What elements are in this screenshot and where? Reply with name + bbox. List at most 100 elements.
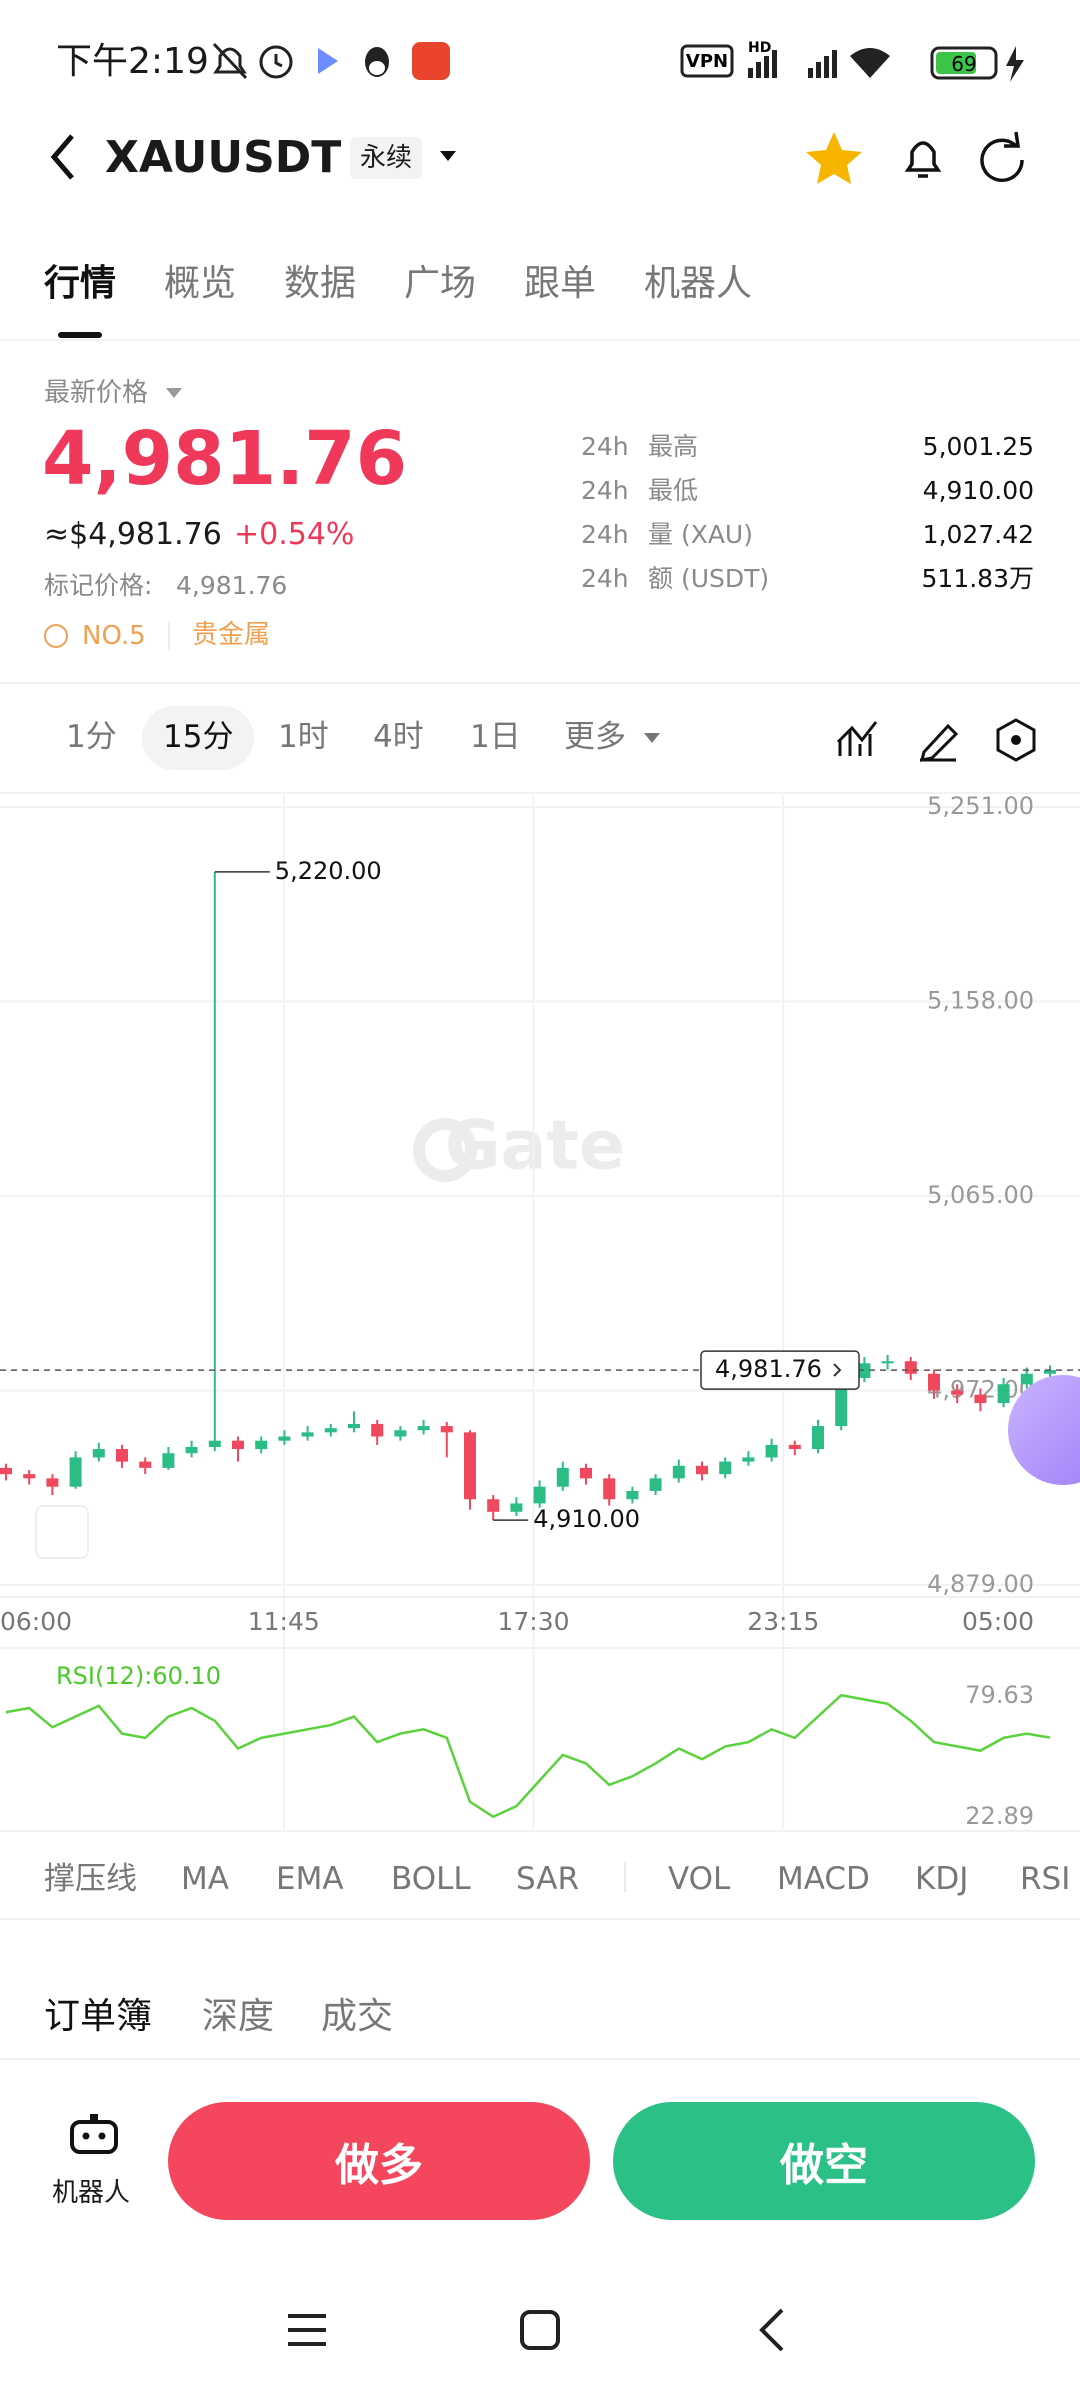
tab[interactable]: 广场	[404, 263, 477, 304]
nav-bar	[288, 2308, 784, 2352]
indicator-tool[interactable]	[836, 721, 878, 756]
long-button[interactable]: 做多	[168, 2102, 590, 2220]
status-icons	[212, 42, 450, 80]
high-marker-label: 5,220.00	[275, 857, 382, 885]
settings-tool[interactable]	[996, 718, 1036, 762]
candle-body	[974, 1394, 987, 1404]
current-price-box	[700, 1350, 860, 1390]
tab[interactable]: 跟单	[524, 263, 597, 304]
order-tab[interactable]: 成交	[321, 1996, 394, 2037]
nav-back[interactable]	[759, 2308, 784, 2352]
order-tab[interactable]: 订单簿	[44, 1996, 153, 2037]
time-label: 17:30	[497, 1607, 569, 1636]
price-label: 最新价格	[44, 378, 149, 408]
interval[interactable]: 1日	[470, 719, 521, 755]
candle-body	[997, 1384, 1010, 1404]
indicator-bar: 撑压线 MA EMA BOLL SAR VOL MACD KDJ RSI	[0, 1850, 1080, 1906]
candle-body	[649, 1478, 662, 1491]
last-price: 4,981.76	[42, 416, 408, 502]
fullscreen-button[interactable]	[35, 1505, 89, 1559]
stat-label: 量 (XAU)	[648, 520, 753, 549]
nav-menu[interactable]	[288, 2314, 326, 2346]
candle-body	[0, 1467, 12, 1475]
candle-body	[301, 1432, 314, 1437]
candle-body	[464, 1432, 476, 1500]
candle-body	[394, 1430, 407, 1437]
indicator[interactable]: SAR	[516, 1861, 579, 1897]
short-button[interactable]: 做空	[613, 2102, 1035, 2220]
more-dropdown[interactable]	[644, 733, 660, 743]
order-tab[interactable]: 深度	[202, 1996, 275, 2037]
rank: NO.5	[82, 621, 146, 651]
candle-body	[162, 1453, 175, 1468]
time-label: 23:15	[747, 1607, 819, 1636]
price-change: +0.54%	[234, 517, 355, 552]
stat-period: 24h	[581, 476, 629, 505]
sector[interactable]: 贵金属	[192, 620, 271, 650]
nav-home[interactable]	[520, 2310, 560, 2350]
candle-body	[812, 1426, 824, 1450]
stat-value: 511.83万	[921, 564, 1034, 593]
draw-tool[interactable]	[919, 723, 959, 762]
candle-body	[881, 1361, 894, 1364]
back-button[interactable]	[44, 130, 84, 184]
candle-body	[928, 1373, 940, 1391]
favorite-star[interactable]	[806, 132, 862, 184]
interval[interactable]: 1分	[66, 719, 117, 755]
indicator[interactable]: EMA	[276, 1861, 344, 1897]
tab[interactable]: 概览	[164, 263, 237, 304]
candle-body	[951, 1390, 964, 1395]
tab[interactable]: 数据	[284, 263, 357, 304]
stat-period: 24h	[581, 564, 629, 593]
candle-body	[742, 1457, 755, 1462]
y-tick-label: 5,065.00	[927, 1181, 1034, 1209]
stat-label: 最低	[648, 476, 699, 505]
indicator[interactable]: RSI	[1020, 1861, 1071, 1897]
price-dropdown[interactable]	[166, 388, 182, 398]
symbol: XAUUSDT	[105, 132, 342, 183]
robot-icon[interactable]	[68, 2114, 120, 2156]
tab[interactable]: 机器人	[644, 263, 753, 304]
indicator[interactable]: MACD	[777, 1861, 870, 1897]
indicator[interactable]: KDJ	[915, 1861, 969, 1897]
candle-body	[92, 1449, 105, 1458]
y-tick-label: 5,251.00	[927, 792, 1034, 820]
rsi-label: RSI(12):60.10	[56, 1662, 222, 1690]
indicator[interactable]: VOL	[668, 1861, 731, 1897]
header-actions	[806, 131, 1024, 184]
candle-body	[232, 1440, 244, 1450]
divider	[0, 792, 1080, 794]
interval[interactable]: 1时	[278, 719, 329, 755]
y-tick-label: 5,158.00	[927, 987, 1034, 1015]
tab[interactable]: 行情	[44, 263, 117, 304]
interval[interactable]: 4时	[373, 719, 424, 755]
indicator[interactable]: MA	[181, 1861, 229, 1897]
candle-body	[116, 1449, 128, 1462]
tab-indicator	[58, 332, 102, 338]
alert-bell[interactable]	[904, 141, 942, 178]
candle-body	[672, 1465, 685, 1479]
divider	[0, 1830, 1080, 1832]
share-button[interactable]	[980, 131, 1024, 182]
candle-body	[487, 1499, 500, 1512]
candle-body	[835, 1377, 848, 1427]
contract-tag[interactable]: 永续	[350, 137, 423, 179]
status-right-icons: VPN HD 69	[680, 40, 1024, 82]
candle-body	[440, 1426, 453, 1433]
candle-body	[46, 1478, 59, 1487]
candle-body	[580, 1467, 592, 1479]
contract-dropdown[interactable]	[440, 151, 456, 161]
indicator[interactable]: 撑压线	[44, 1861, 137, 1897]
interval[interactable]: 更多	[564, 719, 626, 755]
indicator[interactable]: BOLL	[391, 1861, 471, 1897]
candle-body	[417, 1426, 430, 1431]
interval[interactable]: 15分	[163, 719, 234, 755]
rsi-tick-label: 79.63	[965, 1681, 1034, 1709]
stat-period: 24h	[581, 432, 629, 461]
status-time: 下午2:19	[56, 41, 209, 82]
mark-price-label: 标记价格:	[44, 571, 153, 600]
divider	[0, 682, 1080, 684]
robot-label[interactable]: 机器人	[52, 2178, 131, 2208]
candle-body	[603, 1478, 616, 1500]
